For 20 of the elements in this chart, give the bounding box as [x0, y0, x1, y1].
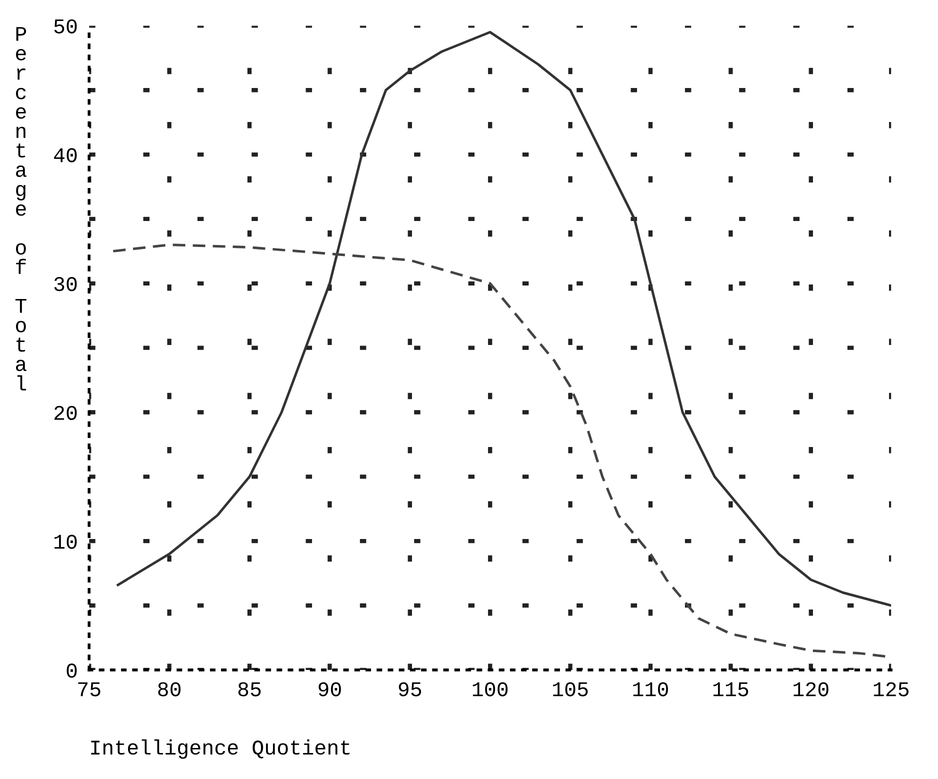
x-tick-label: 100 [472, 682, 508, 696]
x-tick-label: 110 [633, 682, 668, 696]
x-axis-title: Intelligence Quotient [91, 739, 350, 759]
x-tick-label: 105 [553, 682, 588, 696]
x-tick-label: 85 [238, 682, 261, 696]
y-tick-label: 20 [54, 406, 77, 420]
line-series [116, 30, 892, 607]
x-tick-label: 80 [158, 682, 181, 696]
y-tick-label: 10 [54, 534, 77, 549]
y-tick-label: 50 [54, 19, 77, 34]
x-tick-label: 75 [78, 682, 100, 696]
y-tick-label: 0 [66, 664, 77, 678]
x-tick-label: 95 [398, 682, 422, 696]
y-tick-label: 40 [54, 148, 77, 162]
x-tick-label: 115 [713, 682, 748, 696]
x-tick-label: 90 [318, 682, 341, 696]
y-tick-label: 30 [54, 277, 77, 292]
x-tick-label: 120 [794, 682, 828, 696]
text: Percentage of Total [15, 27, 26, 390]
x-tick-label: 125 [874, 682, 909, 696]
